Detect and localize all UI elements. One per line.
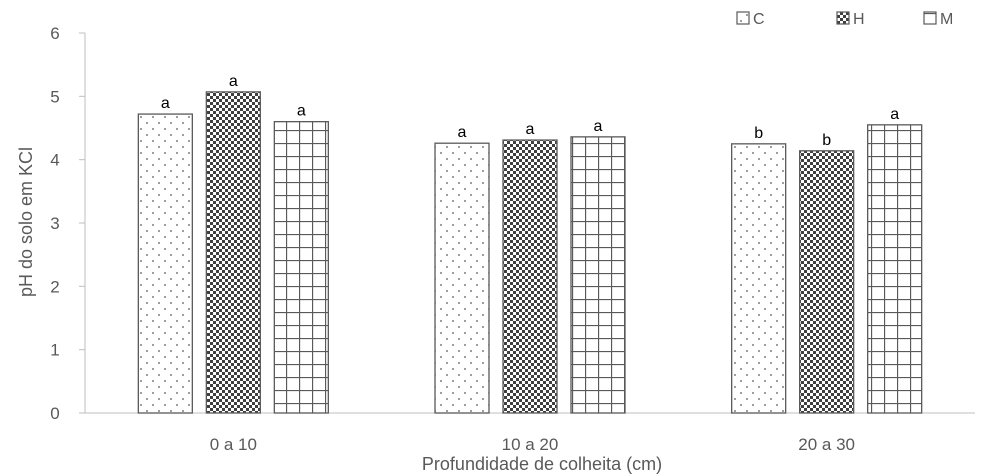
bar-h xyxy=(205,91,261,414)
legend-swatch-c xyxy=(736,11,750,25)
y-tick-label: 6 xyxy=(50,24,59,43)
legend-label-c: C xyxy=(753,11,765,28)
bar-significance-label: b xyxy=(822,132,831,149)
data-labels: a a a a a a b b a xyxy=(161,73,899,149)
y-tick-label: 2 xyxy=(50,277,59,296)
y-axis-title: pH do solo em KCl xyxy=(16,147,36,297)
legend-swatch-h xyxy=(836,11,850,25)
x-axis-title: Profundidade de colheita (cm) xyxy=(422,454,662,474)
legend-label-h: H xyxy=(853,11,865,28)
y-tick-label: 3 xyxy=(50,214,59,233)
bar-significance-label: a xyxy=(526,121,535,138)
bar-significance-label: a xyxy=(890,106,899,123)
bar-significance-label: a xyxy=(161,95,170,112)
bar-m xyxy=(867,124,923,414)
bar-c xyxy=(434,142,490,414)
bar-significance-label: a xyxy=(229,73,238,90)
y-tick-label: 4 xyxy=(50,151,59,170)
bar-h xyxy=(799,150,855,414)
bar-significance-label: a xyxy=(297,103,306,120)
x-category-label: 0 a 10 xyxy=(210,435,257,454)
bar-c xyxy=(137,113,193,414)
bar-m xyxy=(570,136,626,414)
legend-swatch-m xyxy=(923,11,937,25)
bar-significance-label: a xyxy=(458,124,467,141)
bar-m xyxy=(273,121,329,414)
x-category-label: 20 a 30 xyxy=(798,435,855,454)
legend-label-m: M xyxy=(940,11,953,28)
y-tick-label: 0 xyxy=(50,404,59,423)
y-tick-label: 1 xyxy=(50,341,59,360)
bar-c xyxy=(731,143,787,414)
bar-significance-label: b xyxy=(754,125,763,142)
x-category-label: 10 a 20 xyxy=(502,435,559,454)
bars xyxy=(137,91,923,414)
bar-significance-label: a xyxy=(594,118,603,135)
bar-h xyxy=(502,139,558,414)
y-tick-label: 5 xyxy=(50,87,59,106)
